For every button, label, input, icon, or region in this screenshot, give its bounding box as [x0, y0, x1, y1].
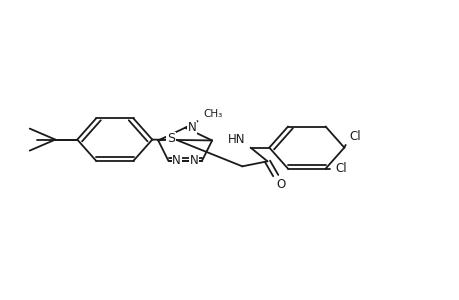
- Text: Cl: Cl: [335, 162, 347, 175]
- Text: HN: HN: [227, 133, 245, 146]
- Text: S: S: [167, 133, 175, 146]
- Text: O: O: [276, 178, 285, 191]
- Text: N: N: [172, 154, 180, 167]
- Text: N: N: [189, 154, 198, 167]
- Text: N: N: [187, 121, 196, 134]
- Text: CH₃: CH₃: [203, 109, 222, 119]
- Text: Cl: Cl: [348, 130, 360, 142]
